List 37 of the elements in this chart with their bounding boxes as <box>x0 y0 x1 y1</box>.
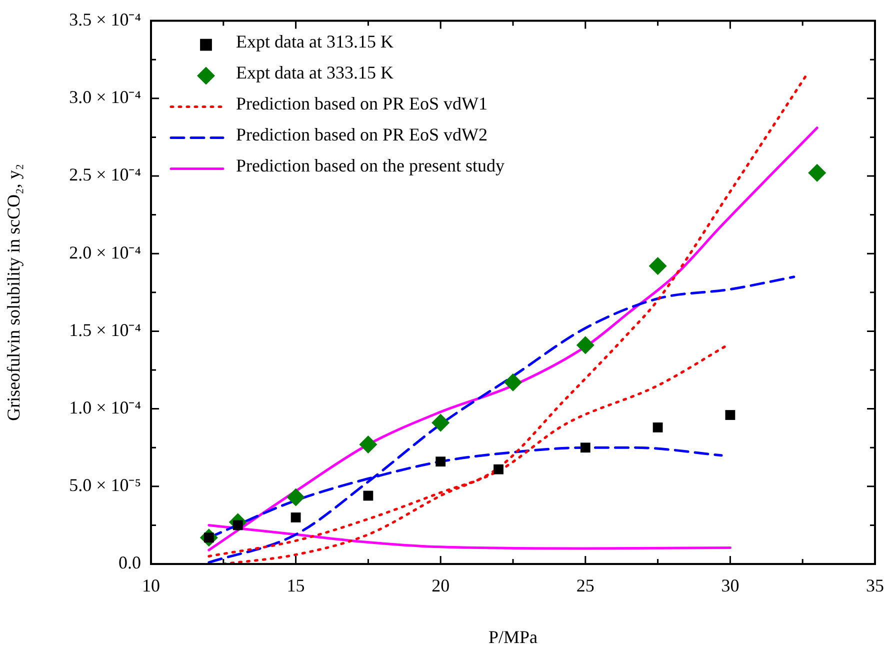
x-tick-label: 10 <box>142 576 160 596</box>
legend-label: Prediction based on PR EoS vdW1 <box>236 94 488 114</box>
x-tick-label: 25 <box>576 576 594 596</box>
point <box>725 410 736 420</box>
line-series <box>208 276 796 564</box>
point <box>652 422 663 432</box>
y-tick-label: 1.5 × 10⁻⁴ <box>69 320 141 340</box>
y-tick-label: 3.5 × 10⁻⁴ <box>69 10 141 30</box>
x-tick-label: 20 <box>432 576 450 596</box>
point <box>436 456 446 467</box>
y-axis-title: Griseofulvin solubility in scCO₂, y₂ <box>4 164 24 421</box>
point <box>363 490 374 501</box>
line-series <box>208 126 818 552</box>
x-axis-title: P/MPa <box>488 626 538 647</box>
legend-label: Prediction based on PR EoS vdW2 <box>236 124 488 145</box>
point <box>648 257 667 276</box>
y-tick-label: 2.5 × 10⁻⁴ <box>69 164 141 185</box>
x-tick-label: 30 <box>721 576 740 596</box>
x-tick-label: 15 <box>286 576 305 596</box>
point <box>808 164 826 182</box>
point <box>359 435 378 454</box>
point <box>580 442 590 453</box>
point <box>286 488 305 506</box>
legend-label: Expt data at 333.15 K <box>236 62 394 83</box>
point <box>504 373 522 392</box>
point <box>494 464 504 474</box>
point <box>432 414 450 432</box>
x-tick-label: 35 <box>866 576 884 596</box>
y-tick-label: 1.0 × 10⁻⁴ <box>69 398 141 418</box>
legend-label: Prediction based on the present study <box>236 156 504 176</box>
y-tick-label: 3.0 × 10⁻⁴ <box>69 87 141 108</box>
point <box>290 512 301 522</box>
y-tick-label: 2.0 × 10⁻⁴ <box>69 242 141 262</box>
point <box>576 336 594 354</box>
legend-label: Expt data at 313.15 K <box>236 32 394 52</box>
y-tick-label: 5.0 × 10⁻⁵ <box>69 475 141 496</box>
y-tick-label: 0.0 <box>118 552 141 573</box>
